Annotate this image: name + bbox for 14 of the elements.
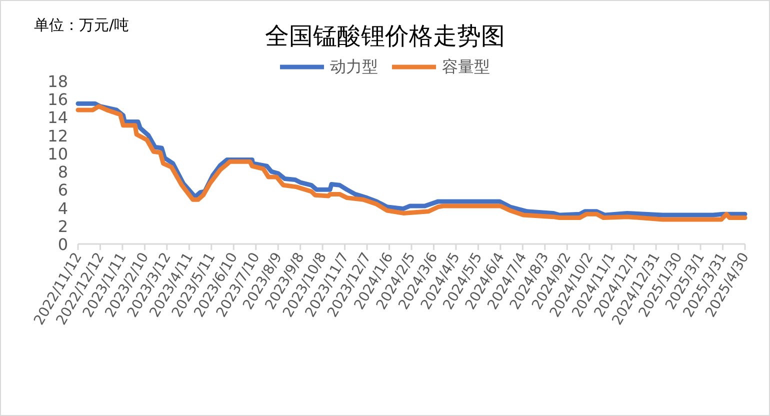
y-tick-label: 2 (58, 216, 68, 236)
y-tick-label: 14 (48, 108, 68, 128)
y-tick-label: 8 (58, 162, 68, 182)
y-tick-label: 16 (48, 90, 68, 110)
y-tick-label: 18 (48, 72, 68, 91)
y-tick-label: 12 (48, 126, 68, 146)
y-tick-label: 10 (48, 144, 68, 164)
y-tick-label: 6 (58, 180, 68, 200)
y-tick-label: 4 (58, 198, 68, 218)
y-tick-label: 0 (58, 235, 68, 254)
chart-title: 全国锰酸锂价格走势图 (265, 22, 505, 50)
legend-label: 动力型 (330, 57, 378, 76)
text: 单位：万元/吨 (34, 16, 130, 34)
legend-label: 容量型 (442, 57, 490, 76)
